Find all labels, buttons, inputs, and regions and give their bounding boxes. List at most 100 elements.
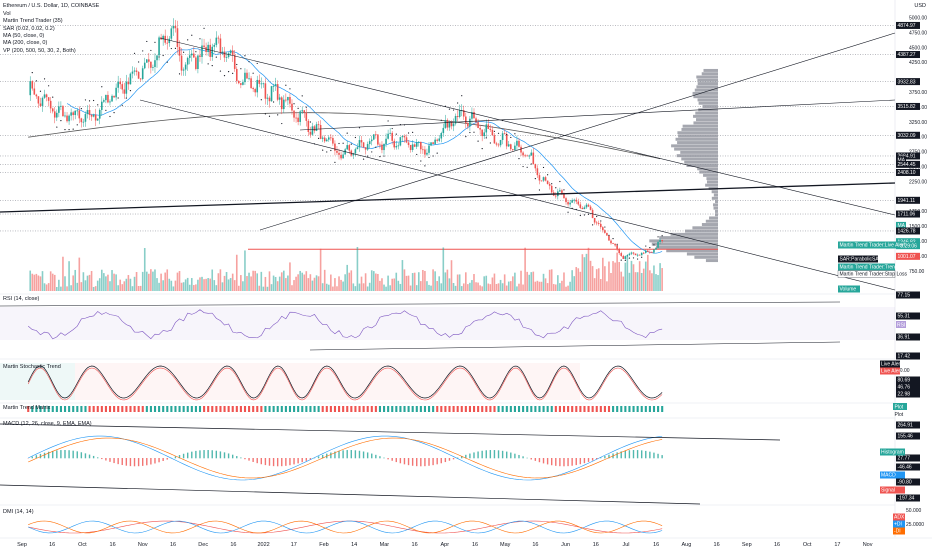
macd-histogram-bar [334,451,336,459]
macd-histogram-bar [354,450,357,459]
indicator-legend-item[interactable]: VP (200, 500, 50, 30, 2, Both) [3,47,76,54]
candle-body [262,83,265,85]
volume-bar [540,281,543,291]
volume-bar [270,284,273,291]
candle-body [469,118,471,127]
sar-dot [620,259,622,261]
sar-dot [395,133,397,135]
sar-dot [260,99,262,101]
candle-body [493,135,496,144]
macd-histogram-bar [640,450,643,459]
trend-matrix-cell [550,406,553,412]
volume-bar [293,280,295,291]
volume-bar [567,285,569,291]
sar-dot [407,132,410,134]
rsi-label: RSI (14, close) [3,296,40,302]
macd-level-tag-text: -197.34 [898,496,915,502]
candle-body [88,110,91,115]
trend-matrix-cell [579,406,582,412]
sar-dot [624,259,626,261]
volume-bar [170,280,173,291]
volume-bar [505,285,508,291]
candle-body [620,253,623,256]
indicator-legend-item[interactable]: Vol [3,11,11,17]
macd-histogram-bar [473,452,475,459]
price-tick-label: 4250.00 [909,60,927,66]
candle-body [227,53,230,58]
volume-profile-bar [705,219,718,223]
macd-trend-line [0,484,701,505]
trend-matrix-cell [264,406,267,412]
macd-histogram-bar [628,450,631,459]
volume-bar [289,262,291,291]
candle-body [166,42,169,44]
indicator-legend-item[interactable]: MA (200, close, 0) [3,40,48,47]
sar-dot [391,127,393,130]
macd-histogram-bar [350,450,352,459]
candle-body [458,110,461,117]
dmi-value: 25.0000 [906,522,924,528]
macd-level-tag [896,432,920,440]
candle-body [653,249,655,253]
sar-dot [371,151,373,153]
trend-matrix-cell [313,406,316,412]
volume-bar [299,270,301,291]
candle-body [213,44,216,47]
volume-bar [456,274,459,291]
candle-body [528,155,531,157]
trend-matrix-cell [411,406,414,412]
volume-bar [385,286,387,291]
sar-dot [534,178,536,180]
trend-matrix-cell [203,406,206,412]
volume-bar [579,271,582,291]
volume-bar [125,278,128,291]
candle-body [184,64,187,70]
candle-body [604,230,606,233]
candle-body [233,55,236,69]
indicator-legend-item[interactable]: SAR (0.02, 0.02, 0.2) [3,25,55,32]
sar-dot [178,73,181,75]
candle-body [381,144,383,151]
dmi-label: DMI (14, 14) [3,509,34,515]
candle-body [123,89,126,94]
x-tick-label: Sep [17,542,27,548]
trend-matrix-cell [190,406,193,412]
candle-body [595,222,598,224]
candle-body [276,84,279,100]
trend-matrix-cell [591,406,594,412]
stoch-tag [880,367,900,375]
sar-dot [567,211,569,213]
macd-histogram-bar [371,453,373,459]
volume-bar [381,278,383,291]
trend-matrix-cell [558,406,561,412]
volume-profile-bar [696,118,718,122]
stoch-80-label: 80.00 [897,368,910,374]
candle-body [80,118,83,123]
macd-histogram-bar [375,454,377,459]
volume-bar [182,282,185,291]
sar-dot [628,257,631,259]
candle-body [207,44,209,52]
volume-bar [41,271,44,291]
macd-histogram-bar [276,458,279,467]
candle-body [238,80,240,84]
volume-bar [205,278,207,291]
macd-histogram-bar [600,457,602,459]
trend-matrix-cell [501,406,504,412]
candle-body [366,144,369,150]
trend-matrix-cell [96,406,99,412]
volume-bar [258,285,261,291]
candle-body [438,138,441,141]
volume-bar [334,278,336,291]
x-tick-label: 16 [49,542,55,548]
macd-histogram-bar [358,450,361,459]
indicator-legend-item[interactable]: MA (50, close, 0) [3,32,45,39]
sar-dot [277,114,279,116]
volume-bar [561,280,563,291]
indicator-legend-item[interactable]: Martin Trend Trader (35) [3,18,63,25]
volume-bar [604,266,606,291]
volume-bar [211,269,214,291]
price-tick-label: 3750.00 [909,90,927,96]
candle-body [176,28,179,48]
candle-body [368,141,371,145]
